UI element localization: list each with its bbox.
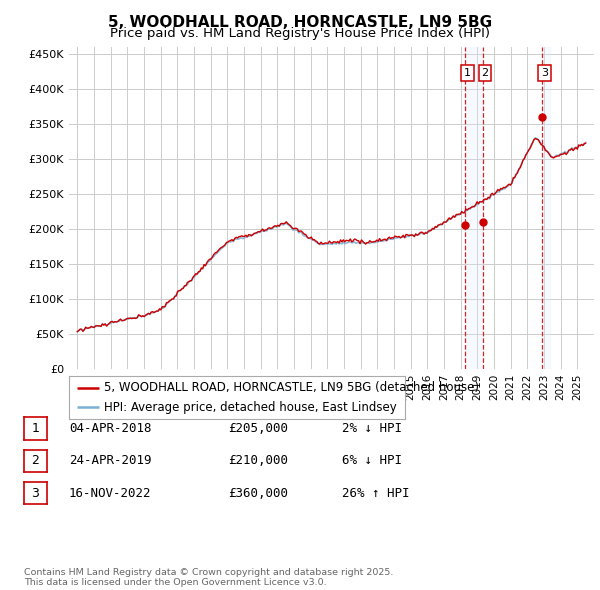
Bar (465, 47, 482, 369)
Text: 26% ↑ HPI: 26% ↑ HPI (342, 487, 409, 500)
Text: Price paid vs. HM Land Registry's House Price Index (HPI): Price paid vs. HM Land Registry's House … (110, 27, 490, 40)
Text: 2: 2 (31, 454, 40, 467)
Text: £360,000: £360,000 (228, 487, 288, 500)
Text: 2: 2 (481, 68, 488, 78)
Text: 24-APR-2019: 24-APR-2019 (69, 454, 151, 467)
Text: 04-APR-2018: 04-APR-2018 (69, 422, 151, 435)
Text: 16-NOV-2022: 16-NOV-2022 (69, 487, 151, 500)
Text: £205,000: £205,000 (228, 422, 288, 435)
Text: 1: 1 (31, 422, 40, 435)
Text: 5, WOODHALL ROAD, HORNCASTLE, LN9 5BG: 5, WOODHALL ROAD, HORNCASTLE, LN9 5BG (108, 15, 492, 30)
Text: £210,000: £210,000 (228, 454, 288, 467)
Text: 5, WOODHALL ROAD, HORNCASTLE, LN9 5BG (detached house): 5, WOODHALL ROAD, HORNCASTLE, LN9 5BG (d… (104, 381, 479, 394)
Text: 6% ↓ HPI: 6% ↓ HPI (342, 454, 402, 467)
Bar (542, 47, 550, 369)
Text: Contains HM Land Registry data © Crown copyright and database right 2025.
This d: Contains HM Land Registry data © Crown c… (24, 568, 394, 587)
Text: HPI: Average price, detached house, East Lindsey: HPI: Average price, detached house, East… (104, 401, 397, 414)
Text: 1: 1 (464, 68, 471, 78)
Text: 2% ↓ HPI: 2% ↓ HPI (342, 422, 402, 435)
Text: 3: 3 (31, 487, 40, 500)
Text: 3: 3 (541, 68, 548, 78)
